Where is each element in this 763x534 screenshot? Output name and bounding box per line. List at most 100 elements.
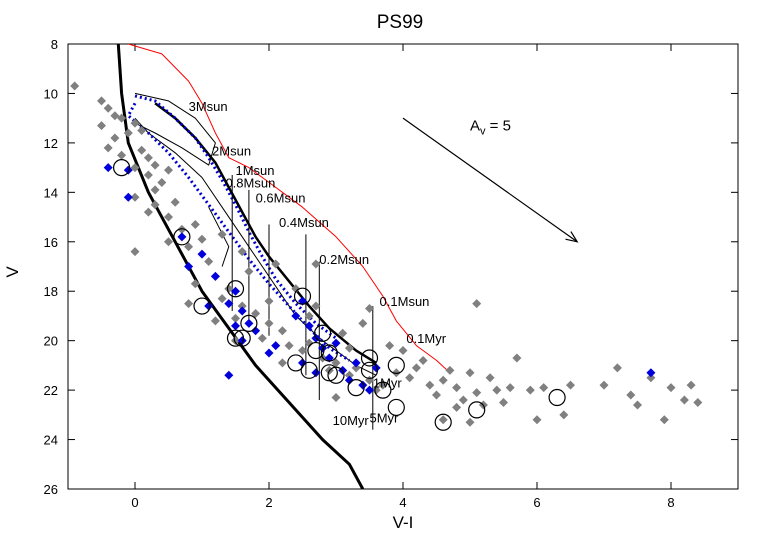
field-point <box>184 299 194 309</box>
field-point <box>170 197 180 207</box>
field-point <box>123 128 133 138</box>
x-axis-label: V-I <box>393 513 414 532</box>
field-point <box>164 165 173 175</box>
circled-point <box>320 344 338 362</box>
field-point <box>499 397 508 407</box>
field-point <box>150 185 160 195</box>
member-point <box>237 306 247 316</box>
member-point <box>358 380 368 390</box>
track-label: 1Msun <box>236 163 275 178</box>
member-point <box>123 165 133 175</box>
circled-point <box>307 341 325 360</box>
chart-title: PS99 <box>377 12 423 33</box>
extinction-arrowhead <box>565 231 579 243</box>
field-point <box>626 390 636 400</box>
field-point <box>411 363 421 373</box>
field-point <box>418 355 428 365</box>
field-point <box>130 163 140 173</box>
x-tick-label: 8 <box>667 495 674 510</box>
member-point <box>103 163 113 173</box>
field-point <box>311 259 321 269</box>
field-point <box>130 192 140 202</box>
model-curves <box>116 44 451 489</box>
y-tick-label: 26 <box>44 482 58 497</box>
field-point <box>679 395 689 405</box>
field-point <box>157 177 167 187</box>
field-point <box>472 388 482 398</box>
field-point <box>432 390 441 400</box>
field-point <box>338 328 348 338</box>
field-point <box>271 259 281 269</box>
track-label: 1Myr <box>373 376 403 391</box>
field-point <box>103 103 113 113</box>
track-label: 0.4Msun <box>279 215 329 230</box>
circled-point <box>233 329 251 347</box>
field-point <box>231 336 240 346</box>
circled-point <box>327 366 345 384</box>
circled-point <box>360 349 379 367</box>
field-point <box>150 200 160 210</box>
member-point <box>298 358 307 368</box>
track-label: 0.8Msun <box>225 175 275 190</box>
y-tick-label: 24 <box>44 433 58 448</box>
x-tick-label: 4 <box>399 495 406 510</box>
extinction-label-rest: = 5 <box>486 118 511 135</box>
y-axis-label: V <box>3 266 22 278</box>
extinction-vector: Av = 5 <box>402 118 579 243</box>
field-point <box>385 341 395 351</box>
member-point <box>244 318 254 328</box>
member-point <box>231 286 240 296</box>
field-point <box>525 385 535 395</box>
field-point <box>143 207 153 217</box>
circled-point <box>287 354 305 372</box>
member-point <box>304 321 314 331</box>
field-point <box>311 301 321 311</box>
field-point <box>164 212 173 222</box>
field-point <box>237 247 247 257</box>
field-point <box>452 402 462 412</box>
y-tick-label: 20 <box>44 334 58 349</box>
isochrone-curve <box>126 102 351 362</box>
field-point <box>512 353 522 363</box>
track-label: 0.1Msun <box>380 294 430 309</box>
member-point <box>237 336 247 346</box>
field-point <box>137 145 147 155</box>
extinction-label: Av = 5 <box>470 118 511 138</box>
field-point <box>257 333 267 343</box>
model-curve <box>208 206 230 267</box>
y-tick-label: 10 <box>44 86 58 101</box>
field-point <box>398 346 408 356</box>
circled-point <box>173 228 191 246</box>
field-point <box>217 229 227 239</box>
track-label: 2Msun <box>212 143 251 158</box>
field-point <box>190 219 200 229</box>
y-tick-label: 16 <box>44 235 58 250</box>
circled-point <box>300 361 318 379</box>
y-tick-label: 12 <box>44 136 58 151</box>
field-point <box>465 368 475 378</box>
field-point <box>612 363 622 373</box>
field-point <box>251 308 261 318</box>
model-curve <box>134 92 216 166</box>
field-point <box>532 415 542 425</box>
member-point <box>365 385 374 395</box>
field-point <box>298 346 307 356</box>
circled-point <box>226 280 245 298</box>
extinction-label-main: A <box>470 118 480 135</box>
field-point <box>130 118 140 128</box>
y-tick-label: 18 <box>44 284 58 299</box>
field-point <box>646 373 656 383</box>
member-point <box>264 348 274 358</box>
member-point <box>351 358 361 368</box>
x-tick-label: 2 <box>265 495 272 510</box>
field-point <box>103 143 113 153</box>
x-tick-label: 6 <box>533 495 540 510</box>
field-point <box>452 383 462 393</box>
circled-point <box>434 413 452 431</box>
circled-point <box>314 324 332 342</box>
y-tick-label: 14 <box>44 185 58 200</box>
track-label: 5Myr <box>370 410 400 425</box>
track-label: 3Msun <box>189 99 228 114</box>
circled-point <box>347 379 365 397</box>
field-point <box>425 380 435 390</box>
